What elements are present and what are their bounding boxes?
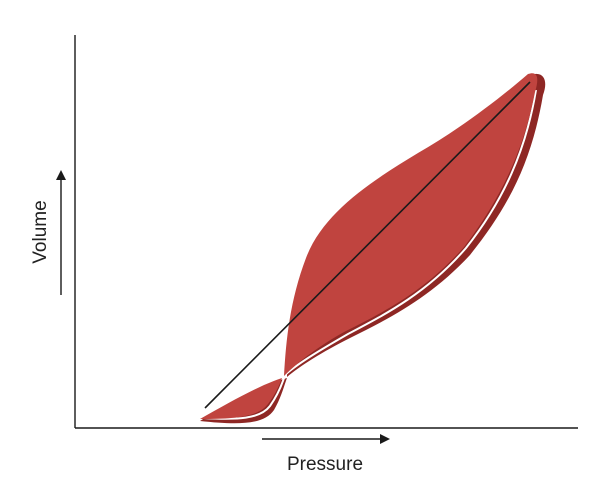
x-axis-label: Pressure	[287, 454, 363, 475]
upper-lobe-rim	[285, 89, 537, 375]
lower-lobe-rim	[202, 377, 285, 420]
upper-lobe-fill	[284, 73, 538, 376]
lower-lobe-fill	[200, 378, 282, 419]
compliance-line	[204, 81, 531, 409]
y-axis-label: Volume	[30, 200, 51, 263]
